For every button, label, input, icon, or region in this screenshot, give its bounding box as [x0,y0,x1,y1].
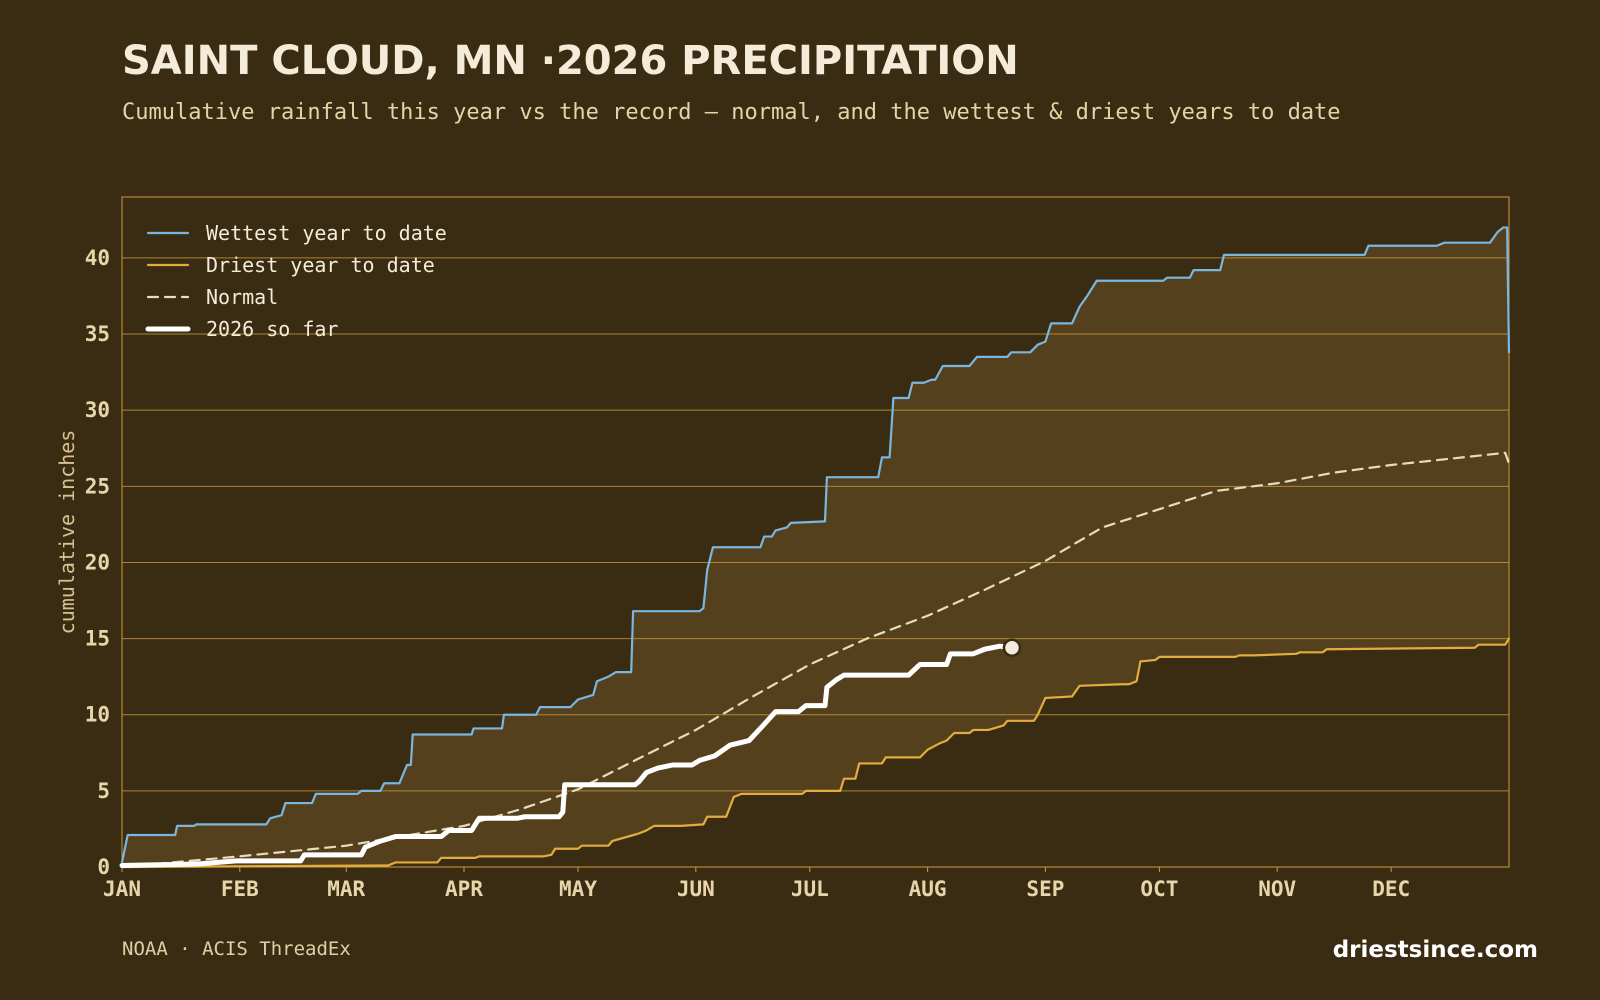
chart-subtitle: Cumulative rainfall this year vs the rec… [122,100,1341,125]
range-band [122,227,1509,868]
x-tick-label: JUL [791,877,829,901]
brand: driestsince.com [1333,937,1538,963]
series-line [120,226,1511,864]
y-axis-label: cumulative inches [55,430,79,635]
x-tick-label: MAR [327,877,365,901]
plot-border [121,196,1510,868]
plot-area: 0 5 10 15 20 25 30 35 40 JAN FEB MAR APR MAY JUN JUL AUG… [85,196,1511,901]
y-tick-label: 20 [85,550,110,574]
legend-label: Wettest year to date [206,221,447,245]
x-tick-label: AUG [909,877,947,901]
x-tick-label: NOV [1258,877,1296,901]
x-tick-label: MAY [559,877,597,901]
x-tick-label: DEC [1372,877,1410,901]
source: NOAA · ACIS ThreadEx [122,938,351,960]
end-marker [1002,638,1022,657]
legend-label: 2026 so far [206,317,338,341]
x-tick-label: JUN [677,877,715,901]
chart-title: SAINT CLOUD, MN ·2026 PRECIPITATION [122,38,1019,84]
y-tick-label: 35 [85,322,110,346]
y-tick-label: 5 [97,779,110,803]
series-line [120,637,1511,869]
x-tick-label: SEP [1026,877,1064,901]
y-tick-label: 15 [85,627,110,651]
legend-label: Driest year to date [206,253,435,277]
x-tick-label: OCT [1140,877,1178,901]
series-line [120,451,1511,869]
y-tick-label: 30 [85,398,110,422]
x-tick-label: JAN [103,877,141,901]
y-tick-label: 10 [85,703,110,727]
x-tick-label: APR [445,877,483,901]
y-tick-label: 0 [97,855,110,879]
x-tick-label: FEB [221,877,259,901]
series-line [119,643,1015,868]
y-tick-label: 40 [85,246,110,270]
y-tick-label: 25 [85,474,110,498]
legend-label: Normal [206,285,278,309]
